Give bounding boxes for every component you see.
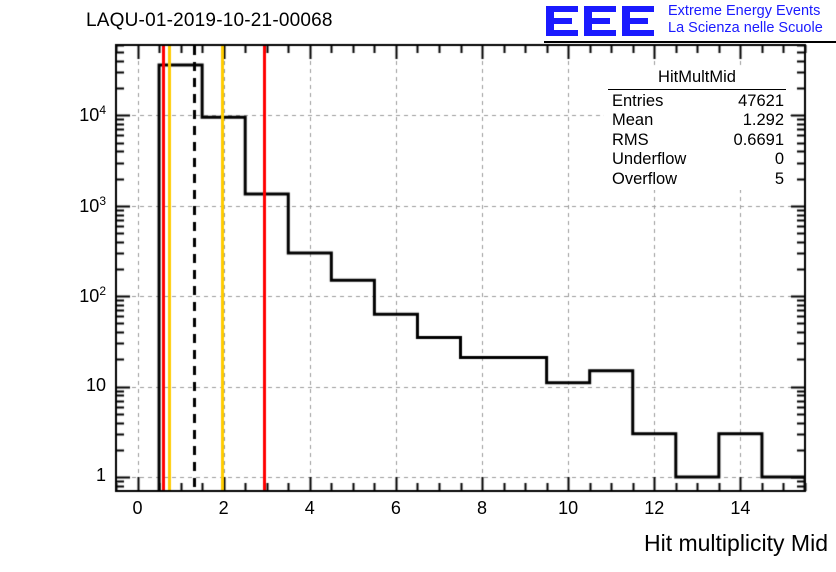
x-axis-title: Hit multiplicity Mid (643, 530, 828, 556)
stats-value-entries: 47621 (738, 91, 784, 110)
stats-row-underflow: Underflow 0 (604, 150, 790, 170)
logo-line-2: La Scienza nelle Scuole (668, 20, 823, 36)
y-tick-label-2: 102 (79, 284, 106, 307)
x-tick-label-1: 2 (218, 498, 229, 518)
x-tick-label-4: 8 (477, 498, 488, 518)
stats-box: HitMultMid Entries 47621 Mean 1.292 RMS … (604, 68, 790, 190)
stats-key-overflow: Overflow (612, 169, 678, 188)
y-tick-label-0: 1 (95, 464, 106, 485)
stats-value-overflow: 5 (774, 169, 784, 188)
y-tick-label-1: 10 (85, 374, 106, 395)
x-tick-label-2: 4 (304, 498, 315, 518)
page-title: LAQU-01-2019-10-21-00068 (86, 10, 333, 31)
logo-divider (544, 41, 836, 43)
x-tick-label-7: 14 (730, 498, 751, 518)
stats-title-divider (608, 88, 786, 90)
stats-key-entries: Entries (612, 91, 664, 110)
x-tick-label-0: 0 (132, 498, 143, 518)
stats-value-mean: 1.292 (742, 111, 784, 130)
stats-row-entries: Entries 47621 (604, 92, 790, 112)
stats-row-rms: RMS 0.6691 (604, 131, 790, 151)
eee-logo: Extreme Energy Events La Scienza nelle S… (544, 2, 836, 43)
stats-value-rms: 0.6691 (733, 130, 784, 149)
y-tick-label-4: 104 (79, 103, 106, 126)
stats-key-rms: RMS (612, 130, 649, 149)
stats-title: HitMultMid (658, 68, 736, 86)
stats-key-underflow: Underflow (612, 150, 687, 169)
y-tick-label-3: 103 (79, 193, 106, 216)
stats-value-underflow: 0 (774, 150, 784, 169)
x-tick-label-5: 10 (558, 498, 579, 518)
stats-row-overflow: Overflow 5 (604, 170, 790, 190)
x-tick-label-6: 12 (644, 498, 665, 518)
stats-key-mean: Mean (612, 111, 654, 130)
eee-logo-mark (546, 6, 654, 36)
stats-row-mean: Mean 1.292 (604, 111, 790, 131)
x-tick-label-3: 6 (390, 498, 401, 518)
logo-line-1: Extreme Energy Events (668, 3, 821, 19)
